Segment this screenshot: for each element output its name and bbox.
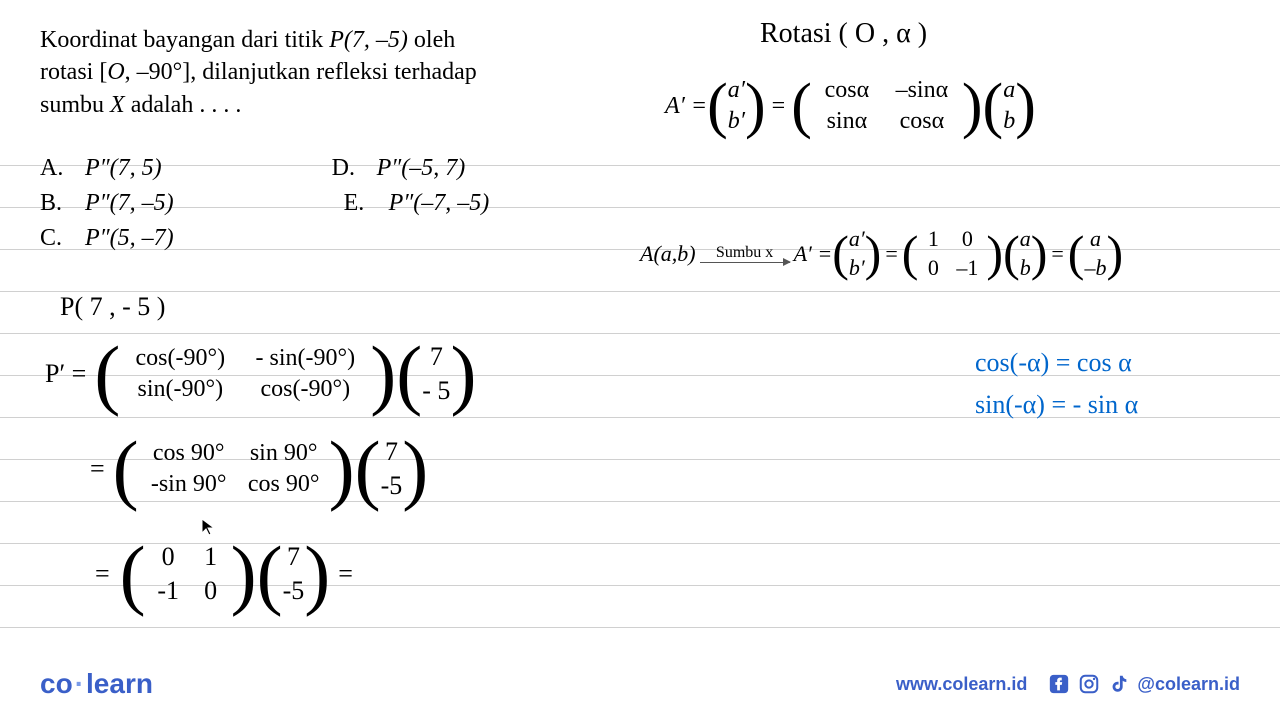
s3-m21: -1 [157, 574, 179, 608]
f2-b: b′ [849, 254, 865, 283]
p-original: P( 7 , - 5 ) [60, 292, 165, 322]
option-value: P″(7, 5) [85, 155, 162, 182]
s2-v1: 7 [385, 435, 398, 469]
s3-v2: -5 [283, 574, 305, 608]
social-handle[interactable]: @colearn.id [1137, 674, 1240, 695]
tiktok-icon[interactable] [1107, 672, 1131, 696]
f1-a: a′ [728, 75, 745, 106]
option-e: E. P″(–7, –5) [344, 190, 490, 217]
option-letter: E. [344, 190, 374, 217]
facebook-icon[interactable] [1047, 672, 1071, 696]
p-prime-label: P′ = [45, 359, 86, 389]
s2-m21: -sin 90° [151, 469, 227, 500]
f1-m12: –sinα [896, 75, 949, 106]
q-line1: Koordinat bayangan dari titik [40, 27, 329, 53]
cursor-icon [200, 517, 216, 537]
q-line2: rotasi [ [40, 59, 107, 85]
option-letter: A. [40, 155, 70, 182]
f1-m21: sinα [827, 106, 868, 137]
rotation-formula: A′ = ( a′ b′ ) = ( cosα sinα –sinα cosα … [665, 75, 1036, 137]
identity-cos: cos(-α) = cos α [975, 348, 1132, 378]
identity-sin: sin(-α) = - sin α [975, 390, 1138, 420]
f2-m12: 0 [962, 225, 973, 254]
option-letter: B. [40, 190, 70, 217]
s2-m22: cos 90° [248, 469, 320, 500]
f1-eq: = [772, 93, 786, 120]
option-value: P″(–5, 7) [377, 155, 466, 182]
q-line3: sumbu [40, 92, 110, 118]
option-b: B. P″(7, –5) [40, 190, 174, 217]
work-step2: = ( cos 90° -sin 90° sin 90° cos 90° ) (… [90, 435, 428, 503]
f2-lhs: A(a,b) [640, 241, 696, 267]
f2-eq1: = [885, 241, 897, 267]
work-step1: P′ = ( cos(-90°) sin(-90°) - sin(-90°) c… [45, 340, 476, 408]
question-text: Koordinat bayangan dari titik P(7, –5) o… [40, 24, 600, 121]
option-a: A. P″(7, 5) [40, 155, 162, 182]
f1-m11: cosα [825, 75, 870, 106]
reflection-formula: A(a,b) Sumbu x A′ = ( a′ b′ ) = ( 1 0 0 … [640, 225, 1123, 282]
s1-v2: - 5 [422, 374, 450, 408]
work-step3: = ( 0 -1 1 0 ) ( 7 -5 ) = [95, 540, 353, 608]
f1-lhs: A′ = [665, 93, 707, 120]
s3-end: = [338, 559, 353, 589]
f2-a: a′ [849, 225, 865, 254]
s3-m22: 0 [204, 574, 217, 608]
s1-m12: - sin(-90°) [256, 343, 356, 374]
f2-arrow-label: Sumbu x [716, 244, 773, 262]
s2-eq: = [90, 454, 105, 484]
option-value: P″(7, –5) [85, 190, 174, 217]
s3-m12: 1 [204, 540, 217, 574]
f2-rhs-label: A′ = [794, 241, 833, 267]
f2-rb: –b [1084, 254, 1106, 283]
f1-m22: cosα [900, 106, 945, 137]
f2-m11: 1 [928, 225, 939, 254]
f2-ra: a [1090, 225, 1101, 254]
s2-m12: sin 90° [250, 438, 318, 469]
brand-logo: co·learn [40, 668, 153, 700]
s1-m22: cos(-90°) [261, 374, 351, 405]
rotasi-header: Rotasi ( O , α ) [760, 18, 927, 50]
f2-vb: b [1020, 254, 1031, 283]
option-c: C. P″(5, –7) [40, 225, 174, 252]
f1-b: b′ [728, 106, 745, 137]
option-value: P″(5, –7) [85, 225, 174, 252]
social-links: @colearn.id [1047, 672, 1240, 696]
f2-va: a [1020, 225, 1031, 254]
option-letter: D. [332, 155, 362, 182]
f2-m22: –1 [956, 254, 978, 283]
q-rotasi-o: O [107, 59, 124, 85]
s3-eq: = [95, 559, 110, 589]
instagram-icon[interactable] [1077, 672, 1101, 696]
answer-options: A. P″(7, 5) D. P″(–5, 7) B. P″(7, –5) E.… [40, 155, 489, 260]
s1-m11: cos(-90°) [136, 343, 226, 374]
s1-v1: 7 [430, 340, 443, 374]
logo-part2: learn [86, 668, 153, 699]
option-letter: C. [40, 225, 70, 252]
s1-m21: sin(-90°) [138, 374, 224, 405]
q-line3-end: adalah . . . . [125, 92, 242, 118]
f2-m21: 0 [928, 254, 939, 283]
q-axis: X [110, 92, 125, 118]
s2-v2: -5 [381, 469, 403, 503]
q-point: P(7, –5) [329, 27, 408, 53]
f2-eq2: = [1051, 241, 1063, 267]
s2-m11: cos 90° [153, 438, 225, 469]
f1-va: a [1003, 75, 1015, 106]
arrow-icon [700, 262, 790, 263]
logo-part1: co [40, 668, 73, 699]
q-rotasi-angle: , –90°], dilanjutkan refleksi terhadap [125, 59, 477, 85]
option-value: P″(–7, –5) [389, 190, 490, 217]
s3-v1: 7 [287, 540, 300, 574]
s3-m11: 0 [162, 540, 175, 574]
logo-dot: · [75, 668, 84, 699]
website-link[interactable]: www.colearn.id [896, 674, 1027, 695]
f1-vb: b [1003, 106, 1015, 137]
q-line1-end: oleh [408, 27, 455, 53]
option-d: D. P″(–5, 7) [332, 155, 466, 182]
footer: co·learn www.colearn.id @colearn.id [0, 668, 1280, 700]
